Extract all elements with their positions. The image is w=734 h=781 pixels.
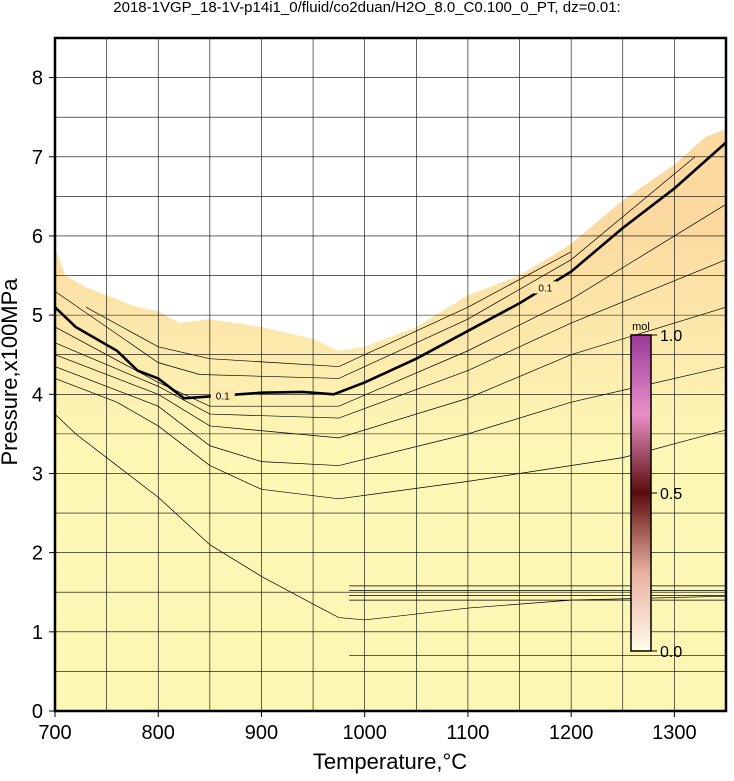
x-tick-label: 1200 (549, 722, 594, 744)
contour-line (85, 251, 572, 367)
contour-label: 0.1 (216, 391, 230, 402)
plot-frame (53, 36, 728, 713)
y-tick-label: 2 (32, 543, 43, 565)
x-tick-label: 900 (245, 722, 278, 744)
contour-line (54, 366, 727, 466)
y-tick-label: 1 (32, 622, 43, 644)
contour-line (54, 259, 727, 419)
colorbar-tick-label: 1.0 (660, 328, 682, 345)
contour-line (54, 141, 727, 400)
colorbar-tick-label: 0.5 (660, 486, 682, 503)
y-tick-label: 4 (32, 384, 43, 406)
phase-region (55, 129, 726, 711)
contour-line (54, 413, 727, 621)
contour-line (54, 156, 696, 379)
x-tick-label: 1000 (342, 722, 387, 744)
contour-line (54, 203, 727, 407)
contour-label-bg (210, 389, 235, 402)
colorbar-label: mol (632, 321, 650, 333)
contour-label: 0.1 (538, 283, 552, 294)
y-tick-label: 8 (32, 68, 43, 90)
y-tick-label: 3 (32, 463, 43, 485)
contour-label-bg (533, 281, 558, 294)
y-tick-label: 0 (32, 701, 43, 723)
colorbar (630, 334, 652, 652)
x-tick-label: 1100 (446, 722, 489, 744)
contour-line (54, 378, 727, 500)
chart-title: 2018-1VGP_18-1V-p14i1_0/fluid/co2duan/H2… (113, 0, 620, 16)
y-tick-label: 6 (32, 226, 43, 248)
y-tick-label: 7 (32, 147, 43, 169)
y-axis-label: Pressure,x100MPa (0, 278, 22, 466)
colorbar-tick-label: 0.0 (660, 644, 682, 661)
y-tick-label: 5 (32, 305, 43, 327)
x-tick-label: 700 (38, 722, 71, 744)
contour-line (54, 306, 727, 439)
x-tick-label: 800 (142, 722, 175, 744)
x-axis-label: Temperature,°C (313, 749, 467, 774)
x-tick-label: 1300 (652, 722, 697, 744)
